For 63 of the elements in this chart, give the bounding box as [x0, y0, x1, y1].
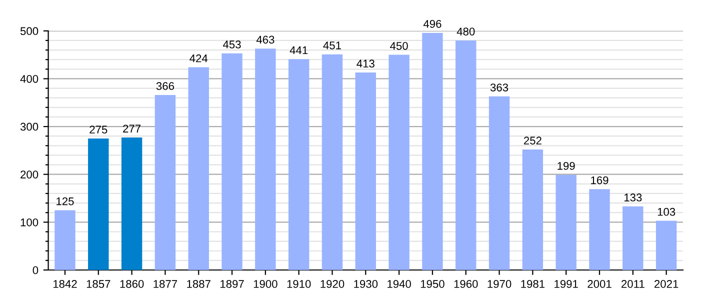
data-label: 103	[658, 208, 676, 216]
x-tick-label: 1920	[320, 280, 344, 288]
y-tick-label: 0	[32, 266, 38, 274]
data-label: 480	[456, 28, 475, 36]
x-tick-label: 2001	[588, 280, 612, 288]
bar	[222, 53, 242, 270]
bar	[656, 220, 677, 270]
data-label: 441	[290, 46, 308, 54]
bar	[288, 59, 310, 270]
bar	[154, 94, 176, 270]
x-tick-label: 1930	[354, 280, 378, 288]
x-tick-label: 2011	[622, 280, 644, 288]
bar	[622, 206, 644, 270]
data-label: 450	[390, 42, 408, 50]
data-label: 413	[356, 60, 374, 68]
data-label: 496	[423, 20, 442, 28]
bar	[488, 96, 510, 270]
data-label: 275	[90, 126, 108, 134]
bar	[255, 48, 276, 270]
x-tick-label: 1910	[287, 280, 311, 288]
x-tick-label: 1887	[187, 280, 210, 288]
x-tick-label: 1877	[154, 280, 178, 288]
x-tick-label: 1991	[554, 280, 578, 288]
y-tick-label: 500	[20, 27, 38, 36]
bar	[54, 210, 76, 270]
bar	[589, 189, 610, 270]
bar	[322, 54, 343, 270]
y-tick-label: 300	[20, 122, 38, 131]
x-tick-label: 1900	[254, 280, 278, 288]
data-label: 424	[190, 54, 208, 62]
x-tick-label: 1860	[120, 280, 144, 288]
data-label: 125	[56, 197, 74, 206]
data-label: 169	[591, 176, 608, 184]
x-tick-label: 1857	[86, 280, 110, 288]
x-tick-label: 1981	[521, 280, 545, 288]
bar	[388, 54, 410, 270]
bar	[422, 32, 443, 270]
x-tick-label: 1940	[388, 280, 411, 288]
y-tick-label: 100	[20, 218, 38, 226]
bar	[121, 138, 142, 270]
x-tick-label: 2021	[654, 280, 678, 288]
data-label: 451	[323, 42, 341, 50]
data-label: 363	[490, 84, 508, 92]
data-label: 252	[524, 136, 542, 145]
data-label: 277	[123, 124, 141, 132]
data-label: 133	[624, 194, 642, 202]
data-label: 453	[223, 40, 241, 48]
data-label: 366	[156, 82, 174, 90]
data-label: 199	[558, 162, 575, 170]
y-tick-label: 400	[20, 74, 38, 83]
bar	[355, 72, 376, 270]
x-tick-label: 1970	[488, 280, 512, 288]
y-tick-label: 200	[20, 170, 38, 178]
x-tick-label: 1897	[220, 280, 244, 288]
bar	[522, 149, 544, 270]
data-label: 463	[256, 36, 274, 44]
bar	[456, 40, 476, 270]
bar	[88, 138, 109, 270]
bar	[188, 67, 209, 270]
bar	[556, 174, 576, 270]
x-tick-label: 1842	[53, 280, 77, 288]
x-tick-label: 1950	[420, 280, 444, 288]
x-tick-label: 1960	[454, 280, 478, 288]
